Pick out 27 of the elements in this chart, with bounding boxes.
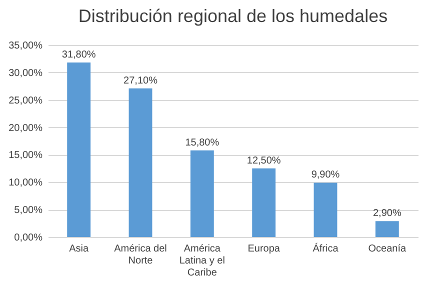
data-label: 2,90%	[372, 208, 402, 220]
y-tick-label: 20,00%	[8, 122, 43, 134]
bar	[314, 182, 338, 237]
bar	[128, 88, 152, 237]
y-tick-label: 25,00%	[8, 95, 43, 106]
y-tick-label: 10,00%	[8, 178, 43, 189]
x-tick-label: Asia	[69, 244, 89, 254]
y-tick-label: 35,00%	[8, 40, 43, 52]
x-tick-label: África	[312, 242, 339, 254]
y-tick-label: 0,00%	[14, 232, 43, 244]
data-label: 12,50%	[246, 155, 281, 166]
y-tick-label: 30,00%	[8, 68, 43, 79]
data-label: 15,80%	[185, 137, 220, 148]
y-tick-label: 15,00%	[8, 150, 43, 162]
x-tick-label: América Latina y el Caribe	[179, 244, 225, 278]
bar	[190, 150, 214, 237]
data-label: 31,80%	[62, 50, 96, 61]
data-label: 9,90%	[311, 170, 340, 181]
y-tick-label: 5,00%	[14, 205, 43, 216]
bar	[375, 221, 399, 237]
data-label: 27,10%	[124, 75, 158, 86]
x-tick-label: Oceanía	[368, 244, 406, 254]
chart-title: Distribución regional de los humedales	[78, 6, 388, 26]
bar	[252, 168, 276, 237]
bar	[67, 62, 91, 237]
x-tick-label: Europa	[248, 244, 280, 254]
x-tick-label: América del Norte	[114, 244, 167, 266]
